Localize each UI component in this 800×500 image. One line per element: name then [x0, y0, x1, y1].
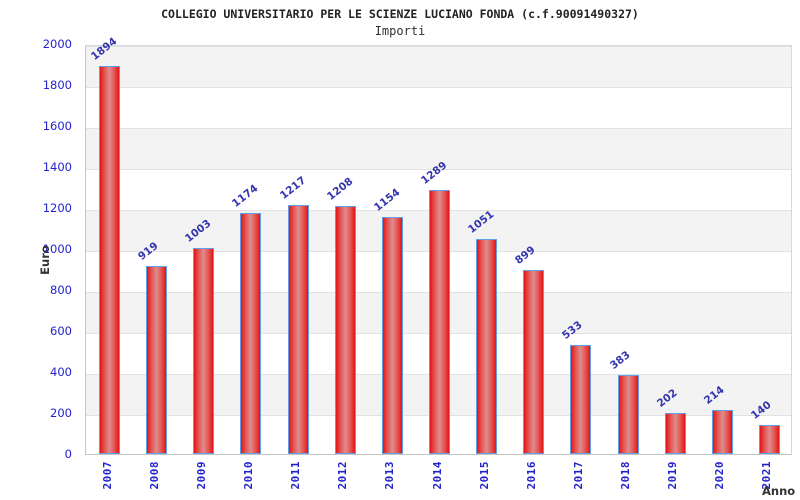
bar-2012: [335, 206, 356, 454]
y-axis-tick-label: 1800: [42, 78, 72, 92]
x-axis-tick-label: 2014: [431, 461, 444, 490]
y-axis-tick-label: 1600: [42, 119, 72, 133]
bar-value-label: 202: [654, 386, 680, 410]
x-axis-tick-label: 2020: [713, 461, 726, 490]
bar-value-label: 1174: [229, 181, 261, 210]
y-axis: 0 200 400 600 800 1000 1200 1400 1600 1800 2000: [0, 38, 84, 459]
x-axis-tick-label: 2018: [619, 461, 632, 490]
bar-value-label: 919: [135, 239, 161, 263]
bar-2019: [665, 413, 686, 454]
bar-value-label: 1894: [88, 34, 120, 63]
bar-2010: [240, 213, 261, 454]
bar-2007: [99, 66, 120, 454]
x-axis-title: Anno: [762, 484, 796, 498]
y-axis-tick-label: 1400: [42, 160, 72, 174]
bar-value-label: 1051: [465, 207, 497, 236]
bar-2009: [193, 248, 214, 454]
x-axis-tick-label: 2010: [242, 461, 255, 490]
x-axis-tick-label: 2017: [572, 461, 585, 490]
bar-value-label: 533: [559, 318, 585, 342]
y-axis-tick-label: 1000: [42, 242, 72, 256]
y-axis-tick-label: 600: [50, 324, 72, 338]
y-axis-tick-label: 800: [50, 283, 72, 297]
bar-2018: [618, 375, 639, 454]
x-axis-tick-label: 2012: [336, 461, 349, 490]
bar-2020: [712, 410, 733, 454]
bar-value-label: 1217: [277, 173, 309, 202]
bar-value-label: 1003: [182, 216, 214, 245]
bar-2017: [570, 345, 591, 454]
x-axis: 2007 2008 2009 2010 2011 2012 2013 2014 2015 2016…: [85, 459, 792, 499]
bar-2015: [476, 239, 497, 454]
x-axis-tick-label: 2015: [478, 461, 491, 490]
chart-title: COLLEGIO UNIVERSITARIO PER LE SCIENZE LU…: [161, 7, 639, 21]
y-axis-tick-label: 2000: [42, 37, 72, 51]
bar-value-label: 899: [512, 243, 538, 267]
chart-subtitle: Importi: [374, 24, 426, 38]
bar-value-label: 1208: [324, 174, 356, 203]
x-axis-tick-label: 2016: [525, 461, 538, 490]
x-axis-tick-label: 2019: [666, 461, 679, 490]
bar-value-label: 1154: [371, 185, 403, 214]
x-axis-tick-label: 2011: [289, 461, 302, 490]
plot-area: 1894 919 1003 1174 1217 1208 1154 1289 1051 899 53…: [85, 35, 792, 455]
x-axis-tick-label: 2007: [101, 461, 114, 490]
y-axis-tick-label: 200: [50, 406, 72, 420]
bar-2008: [146, 266, 167, 454]
bar-2011: [288, 205, 309, 454]
bar-2021: [759, 425, 780, 454]
y-axis-tick-label: 1200: [42, 201, 72, 215]
x-axis-tick-label: 2009: [195, 461, 208, 490]
bar-2016: [523, 270, 544, 454]
bar-value-label: 1289: [418, 158, 450, 187]
x-axis-tick-label: 2013: [383, 461, 396, 490]
y-axis-title: Euro: [37, 245, 52, 275]
bar-value-label: 214: [701, 383, 727, 407]
bar-value-label: 383: [607, 348, 633, 372]
bar-value-label: 140: [748, 398, 774, 422]
y-axis-tick-label: 0: [64, 447, 72, 461]
y-axis-tick-label: 400: [50, 365, 72, 379]
x-axis-tick-label: 2008: [148, 461, 161, 490]
bar-2014: [429, 190, 450, 454]
bar-2013: [382, 217, 403, 454]
